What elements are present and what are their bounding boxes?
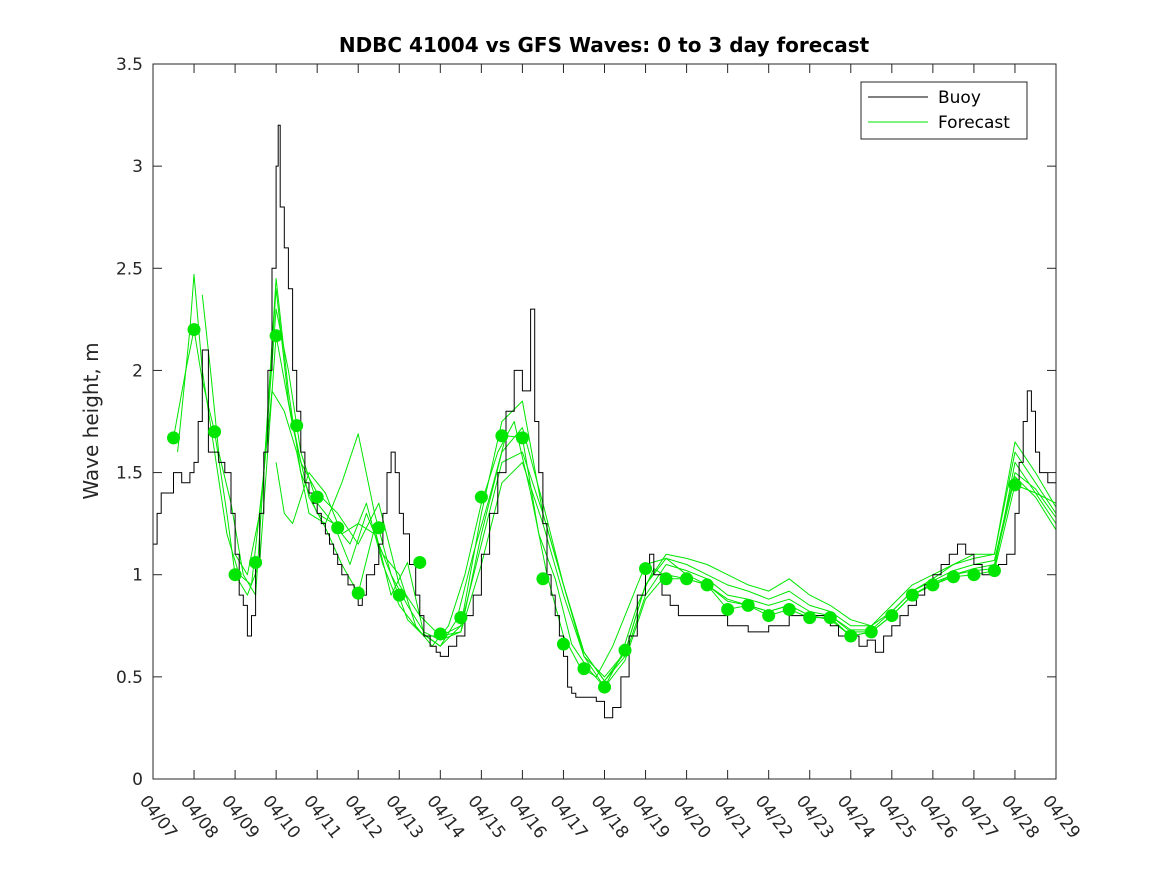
legend-buoy-label: Buoy	[938, 88, 981, 108]
forecast-point	[577, 662, 591, 676]
y-tick-label: 1.5	[116, 464, 143, 484]
forecast-point	[762, 609, 776, 623]
y-tick-label: 3.5	[116, 55, 143, 75]
forecast-point	[249, 555, 263, 569]
forecast-point	[823, 611, 837, 625]
forecast-point	[987, 564, 1001, 578]
forecast-point	[556, 637, 570, 651]
forecast-point	[680, 572, 694, 586]
buoy-line	[153, 124, 1057, 719]
forecast-point	[167, 431, 181, 445]
forecast-point	[392, 588, 406, 602]
forecast-point	[721, 602, 735, 616]
y-tick-label: 3	[132, 157, 143, 177]
forecast-point	[967, 568, 981, 582]
y-tick-label: 0	[132, 770, 143, 790]
forecast-point	[433, 627, 447, 641]
forecast-point	[372, 521, 386, 535]
forecast-point	[946, 570, 960, 584]
forecast-point	[495, 429, 509, 443]
forecast-point	[639, 562, 653, 576]
forecast-line	[263, 308, 1057, 682]
forecast-point	[187, 323, 201, 337]
forecast-point	[536, 572, 550, 586]
forecast-point	[413, 555, 427, 569]
forecast-point	[700, 578, 714, 592]
forecast-point	[290, 419, 304, 433]
forecast-point	[864, 625, 878, 639]
forecast-point	[741, 598, 755, 612]
forecast-point	[885, 609, 899, 623]
plot-area	[153, 124, 1057, 719]
forecast-point	[618, 643, 632, 657]
forecast-point	[228, 568, 242, 582]
forecast-point	[598, 680, 611, 694]
forecast-point	[454, 611, 468, 625]
forecast-point	[208, 425, 222, 439]
y-tick-label: 2	[132, 361, 143, 381]
forecast-point	[782, 602, 796, 616]
forecast-point	[926, 578, 940, 592]
forecast-point	[1008, 478, 1022, 492]
forecast-point	[659, 572, 673, 586]
forecast-point	[269, 329, 283, 343]
forecast-point	[844, 629, 858, 643]
forecast-point	[310, 490, 324, 504]
y-tick-label: 1	[132, 566, 143, 586]
legend-box	[860, 81, 1028, 140]
forecast-point	[515, 431, 529, 445]
legend: Buoy Forecast	[860, 81, 1028, 140]
chart-title: NDBC 41004 vs GFS Waves: 0 to 3 day fore…	[339, 33, 870, 57]
y-tick-label: 0.5	[116, 668, 143, 688]
forecast-point	[803, 611, 817, 625]
forecast-point	[331, 521, 345, 535]
y-axis-label: Wave height, m	[79, 342, 103, 499]
legend-forecast-label: Forecast	[938, 113, 1010, 133]
forecast-point	[905, 588, 919, 602]
y-tick-label: 2.5	[116, 259, 143, 279]
forecast-point	[351, 586, 365, 600]
forecast-point	[474, 490, 488, 504]
